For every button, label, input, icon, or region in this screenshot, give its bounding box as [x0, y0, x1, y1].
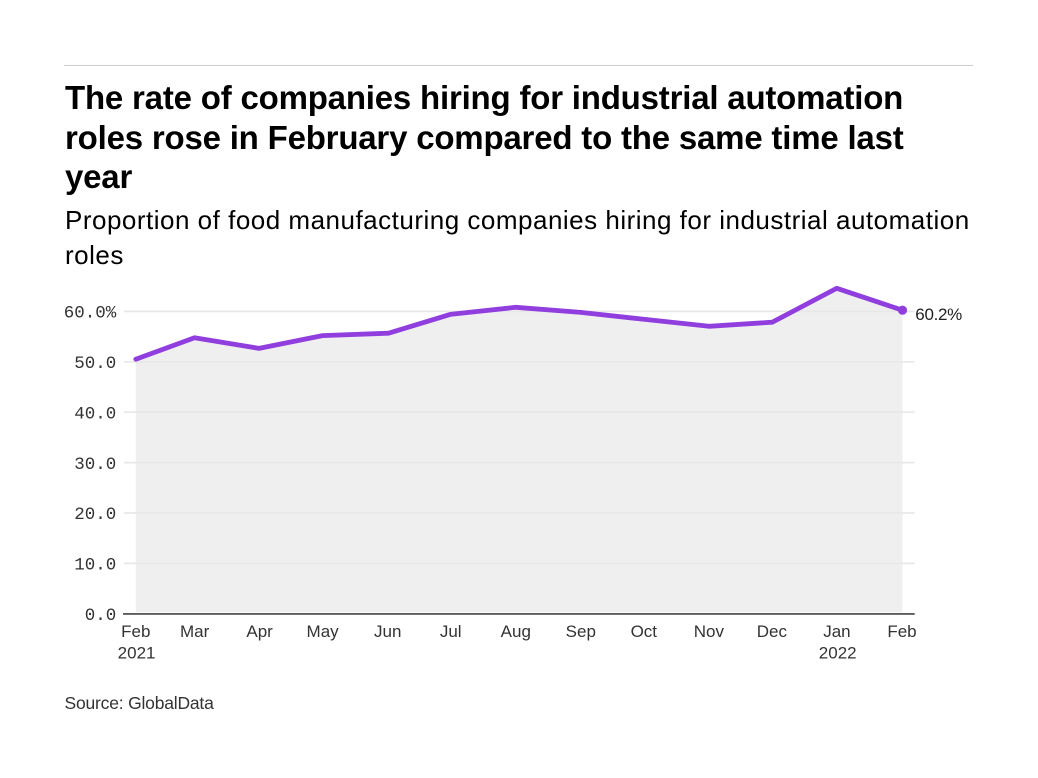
svg-text:20.0: 20.0 [74, 505, 116, 525]
svg-text:Apr: Apr [246, 622, 273, 641]
svg-text:Nov: Nov [694, 622, 725, 641]
svg-text:Mar: Mar [180, 622, 210, 641]
svg-text:Feb: Feb [887, 622, 916, 641]
svg-text:40.0: 40.0 [74, 404, 116, 424]
svg-text:Jul: Jul [440, 622, 462, 641]
svg-text:2021: 2021 [118, 643, 156, 662]
svg-text:Dec: Dec [757, 622, 788, 641]
svg-text:2022: 2022 [819, 643, 857, 662]
svg-text:60.2%: 60.2% [915, 305, 962, 324]
svg-text:10.0: 10.0 [74, 556, 116, 576]
svg-text:Oct: Oct [631, 622, 658, 641]
svg-text:0.0: 0.0 [85, 606, 117, 626]
svg-text:30.0: 30.0 [74, 455, 116, 475]
svg-text:Feb: Feb [121, 622, 150, 641]
svg-text:May: May [307, 622, 340, 641]
svg-text:Aug: Aug [501, 622, 531, 641]
svg-text:Sep: Sep [566, 622, 596, 641]
svg-text:50.0: 50.0 [74, 354, 116, 374]
svg-text:Jan: Jan [823, 622, 850, 641]
svg-text:Jun: Jun [374, 622, 401, 641]
svg-text:60.0%: 60.0% [64, 304, 117, 324]
